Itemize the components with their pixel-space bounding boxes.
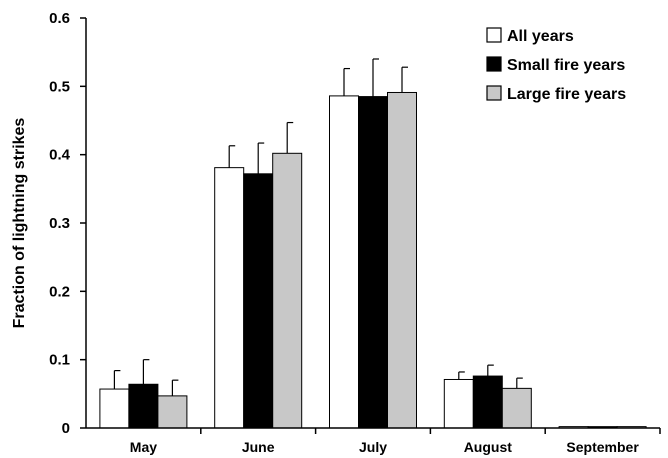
bar-large-fire-years (157, 395, 188, 429)
y-tick-label: 0.2 (49, 283, 70, 300)
legend-swatch-small-fire-years (486, 56, 502, 72)
bar-small-fire-years (358, 96, 388, 429)
y-tick-label: 0.3 (49, 215, 70, 232)
bar-all-years (214, 167, 245, 429)
axes: 0 0.1 0.2 0.3 0.4 0.5 0.6 May June July August Sept… (49, 10, 661, 455)
y-tick-label: 0.1 (49, 352, 70, 369)
legend-label: All years (507, 28, 574, 45)
x-category-label: July (359, 439, 387, 455)
y-tick-label: 0 (62, 420, 70, 437)
y-axis-label: Fraction of lightning strikes (11, 118, 28, 329)
bar-large-fire-years (272, 152, 303, 429)
bar-all-years (329, 95, 359, 429)
bar-small-fire-years (472, 375, 503, 429)
x-category-label: May (130, 439, 157, 455)
legend-label: Small fire years (507, 57, 625, 74)
y-tick-label: 0.4 (49, 147, 71, 164)
bar-all-years (443, 378, 474, 429)
legend-swatch-large-fire-years (486, 85, 502, 101)
bar-small-fire-years (128, 383, 159, 429)
y-tick-label: 0.6 (49, 10, 70, 27)
bar-all-years (99, 388, 130, 429)
bar-small-fire-years (243, 173, 274, 429)
x-category-label: September (566, 439, 639, 455)
legend: All years Small fire years Large fire year… (486, 27, 626, 103)
plot-area (99, 58, 647, 429)
x-category-label: June (242, 439, 275, 455)
legend-label: Large fire years (507, 86, 626, 103)
bar-large-fire-years (501, 387, 532, 429)
y-tick-label: 0.5 (49, 78, 70, 95)
bar-large-fire-years (387, 91, 417, 429)
legend-swatch-all-years (486, 27, 502, 43)
x-category-label: August (464, 439, 513, 455)
